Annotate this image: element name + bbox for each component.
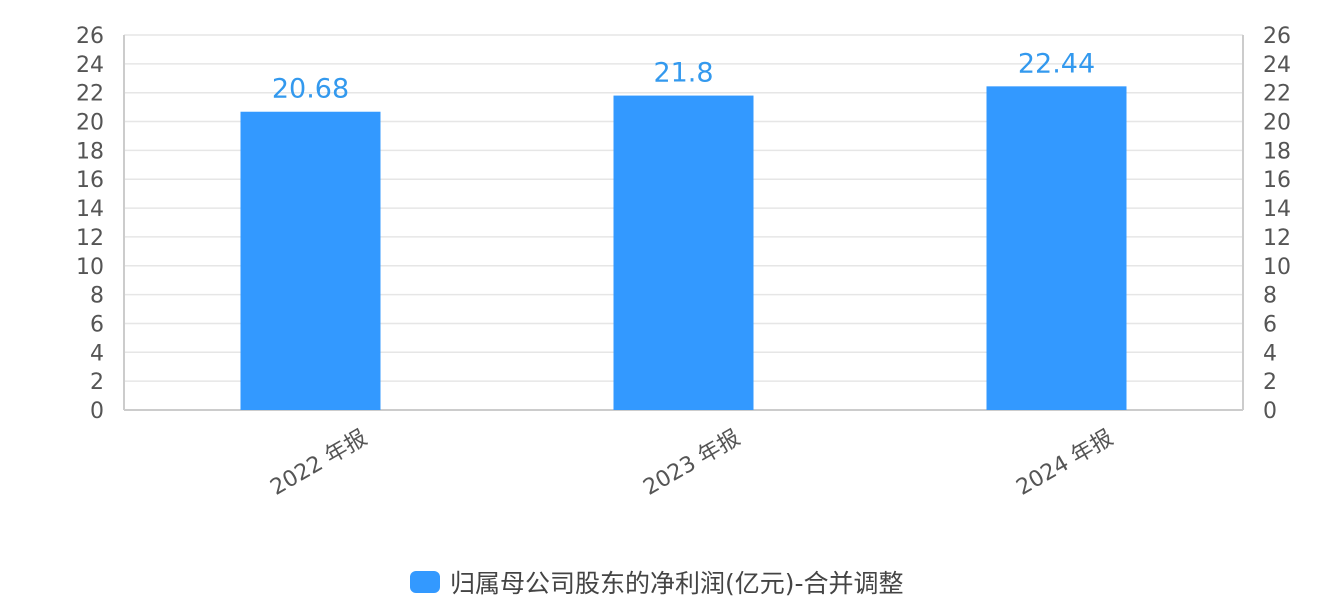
y-tick-label-right: 6 bbox=[1263, 312, 1277, 337]
y-tick-label-left: 14 bbox=[76, 197, 104, 222]
y-tick-label-right: 10 bbox=[1263, 255, 1291, 280]
bar-data-label: 22.44 bbox=[1018, 48, 1095, 79]
bars bbox=[240, 86, 1127, 411]
y-tick-label-right: 20 bbox=[1263, 111, 1291, 136]
y-tick-label-left: 22 bbox=[76, 82, 104, 107]
y-tick-label-left: 20 bbox=[76, 111, 104, 136]
data-labels: 20.68 21.8 22.44 bbox=[272, 48, 1095, 104]
y-tick-label-right: 2 bbox=[1263, 370, 1277, 395]
y-tick-label-right: 4 bbox=[1263, 341, 1277, 366]
y-tick-label-left: 16 bbox=[76, 168, 104, 193]
y-tick-label-left: 10 bbox=[76, 255, 104, 280]
y-tick-label-left: 2 bbox=[90, 370, 104, 395]
bar-data-label: 20.68 bbox=[272, 74, 349, 105]
y-tick-label-right: 26 bbox=[1263, 24, 1291, 49]
y-tick-label-left: 18 bbox=[76, 139, 104, 164]
bar-data-label: 21.8 bbox=[653, 58, 713, 89]
y-tick-label-right: 0 bbox=[1263, 399, 1277, 424]
y-tick-label-left: 12 bbox=[76, 226, 104, 251]
y-tick-label-right: 22 bbox=[1263, 82, 1291, 107]
x-category-label: 2024 年报 bbox=[1012, 426, 1117, 501]
y-tick-label-right: 24 bbox=[1263, 53, 1291, 78]
y-tick-label-left: 0 bbox=[90, 399, 104, 424]
legend-label: 归属母公司股东的净利润(亿元)-合并调整 bbox=[450, 569, 904, 598]
x-category-label: 2022 年报 bbox=[266, 426, 371, 501]
y-tick-label-left: 8 bbox=[90, 284, 104, 309]
y-tick-label-right: 16 bbox=[1263, 168, 1291, 193]
y-tick-label-left: 26 bbox=[76, 24, 104, 49]
x-category-label: 2023 年报 bbox=[639, 426, 744, 501]
y-tick-label-right: 8 bbox=[1263, 284, 1277, 309]
bar[interactable] bbox=[986, 86, 1127, 410]
y-tick-label-right: 14 bbox=[1263, 197, 1291, 222]
x-axis-category-labels: 2022 年报 2023 年报 2024 年报 bbox=[266, 426, 1117, 501]
legend-swatch bbox=[410, 571, 440, 593]
y-tick-label-right: 18 bbox=[1263, 139, 1291, 164]
y-tick-label-left: 24 bbox=[76, 53, 104, 78]
y-tick-label-left: 6 bbox=[90, 312, 104, 337]
legend[interactable]: 归属母公司股东的净利润(亿元)-合并调整 bbox=[410, 569, 904, 598]
y-tick-label-right: 12 bbox=[1263, 226, 1291, 251]
bar[interactable] bbox=[240, 111, 381, 410]
bar[interactable] bbox=[613, 95, 754, 411]
y-tick-label-left: 4 bbox=[90, 341, 104, 366]
